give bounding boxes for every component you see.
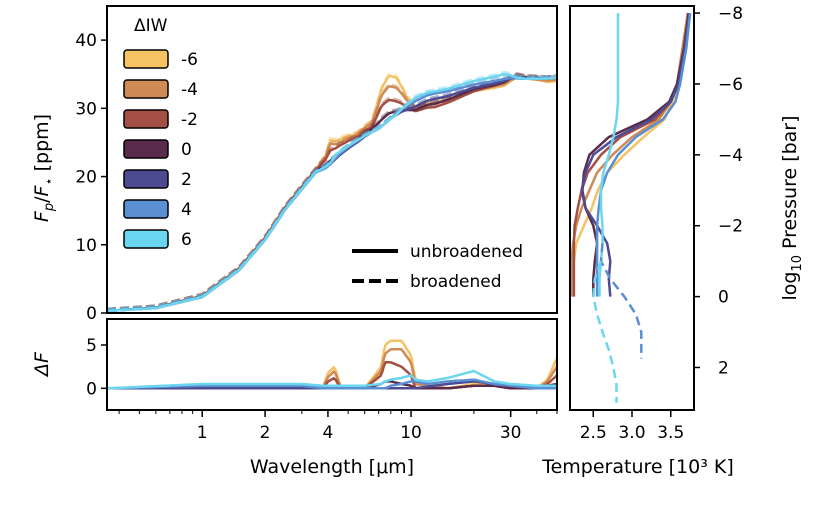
legend-label-2: 2 (181, 170, 192, 190)
difference-series--6 (107, 339, 557, 390)
emission-ytick-label-3: 30 (75, 99, 97, 119)
difference-series-4 (107, 378, 557, 390)
legend-swatch-2 (123, 169, 169, 189)
legend-swatch-6 (123, 229, 169, 249)
difference-series-6 (107, 369, 557, 390)
emission-axes-frame (106, 5, 558, 314)
emission-ytick-label-1: 10 (75, 236, 97, 256)
emission-panel: 0 10 20 30 40 Fp/F⋆ [ppm] ΔIW -6 -4 -2 0 2 4 6 unb… (31, 5, 558, 324)
temperature-xtick-label-0: 2.5 (580, 423, 607, 443)
tp-series-2 (580, 12, 691, 297)
legend-label-6: 6 (181, 230, 192, 250)
legend-swatch-0 (123, 139, 169, 159)
tp-series-4 (595, 12, 692, 297)
difference-yticks: 05 (86, 336, 107, 399)
emission-broadened-6 (107, 71, 557, 311)
pressure-ytick-label-4: 0 (718, 288, 729, 308)
legend-label--6: -6 (181, 50, 198, 70)
emission-yticks: 0 10 20 30 40 (75, 31, 107, 324)
emission-ytick-label-2: 20 (75, 168, 97, 188)
tp-series-group (570, 12, 692, 403)
difference-ytick-label-0: 0 (86, 379, 97, 399)
difference-ylabel: ΔF (31, 351, 53, 378)
dashed-line-label: broadened (410, 272, 502, 292)
legend-label--4: -4 (181, 80, 198, 100)
temperature-xlabel: Temperature [10³ K] (541, 456, 734, 478)
wavelength-xtick-label-3: 10 (400, 423, 422, 443)
tp-broadened-6 (592, 260, 618, 403)
pressure-ytick-label-1: −6 (718, 75, 743, 95)
emission-broadened--4 (107, 74, 557, 311)
wavelength-xtick-label-0: 1 (197, 423, 208, 443)
legend-swatch--2 (123, 109, 169, 129)
wavelength-xtick-label-4: 30 (500, 423, 522, 443)
legend: ΔIW -6 -4 -2 0 2 4 6 (123, 16, 198, 250)
tp-xticks: 2.5 3.0 3.5 (580, 410, 684, 443)
legend-label-4: 4 (181, 200, 192, 220)
tp-yticks: −8 −6 −4 −2 0 2 (694, 4, 743, 378)
solid-line-label: unbroadened (410, 242, 523, 262)
difference-axes-frame (106, 318, 558, 411)
emission-ytick-label-4: 40 (75, 31, 97, 51)
difference-panel: 05 1 2 4 10 30 ΔF Wavelength [μm] (31, 318, 558, 478)
pressure-ylabel: log10 Pressure [bar] (779, 115, 805, 300)
legend-swatch-4 (123, 199, 169, 219)
pressure-ytick-label-0: −8 (718, 4, 743, 24)
temperature-xtick-label-1: 3.0 (618, 423, 645, 443)
legend-title: ΔIW (134, 16, 168, 36)
tp-broadened-4 (599, 243, 643, 359)
tp-axes-frame (569, 5, 695, 411)
tp-panel: 2.5 3.0 3.5 −8 −6 −4 −2 0 2 Temperature [10³ K]… (541, 4, 805, 478)
emission-series-group (107, 71, 557, 313)
wavelength-xtick-label-2: 4 (323, 423, 334, 443)
tp-series-6 (598, 13, 620, 297)
legend-label--2: -2 (181, 110, 198, 130)
wavelength-xlabel: Wavelength [μm] (250, 456, 414, 478)
difference-series-group (107, 339, 557, 390)
emission-ylabel: Fp/F⋆ [ppm] (31, 114, 57, 222)
emission-series-6 (107, 73, 557, 313)
pressure-ytick-label-2: −4 (718, 146, 743, 166)
tp-series--6 (570, 12, 690, 297)
wavelength-xtick-label-1: 2 (260, 423, 271, 443)
tp-series-0 (581, 12, 690, 297)
difference-xticks: 1 2 4 10 30 (118, 410, 558, 443)
linestyle-legend: unbroadened broadened (352, 242, 523, 292)
legend-swatch--4 (123, 79, 169, 99)
pressure-ytick-label-5: 2 (718, 358, 729, 378)
pressure-ytick-label-3: −2 (718, 217, 743, 237)
temperature-xtick-label-2: 3.5 (657, 423, 684, 443)
difference-ytick-label-1: 5 (86, 336, 97, 356)
legend-label-0: 0 (181, 140, 192, 160)
legend-swatch--6 (123, 49, 169, 69)
emission-ytick-label-0: 0 (86, 304, 97, 324)
legend-items: -6 -4 -2 0 2 4 6 (123, 49, 198, 250)
